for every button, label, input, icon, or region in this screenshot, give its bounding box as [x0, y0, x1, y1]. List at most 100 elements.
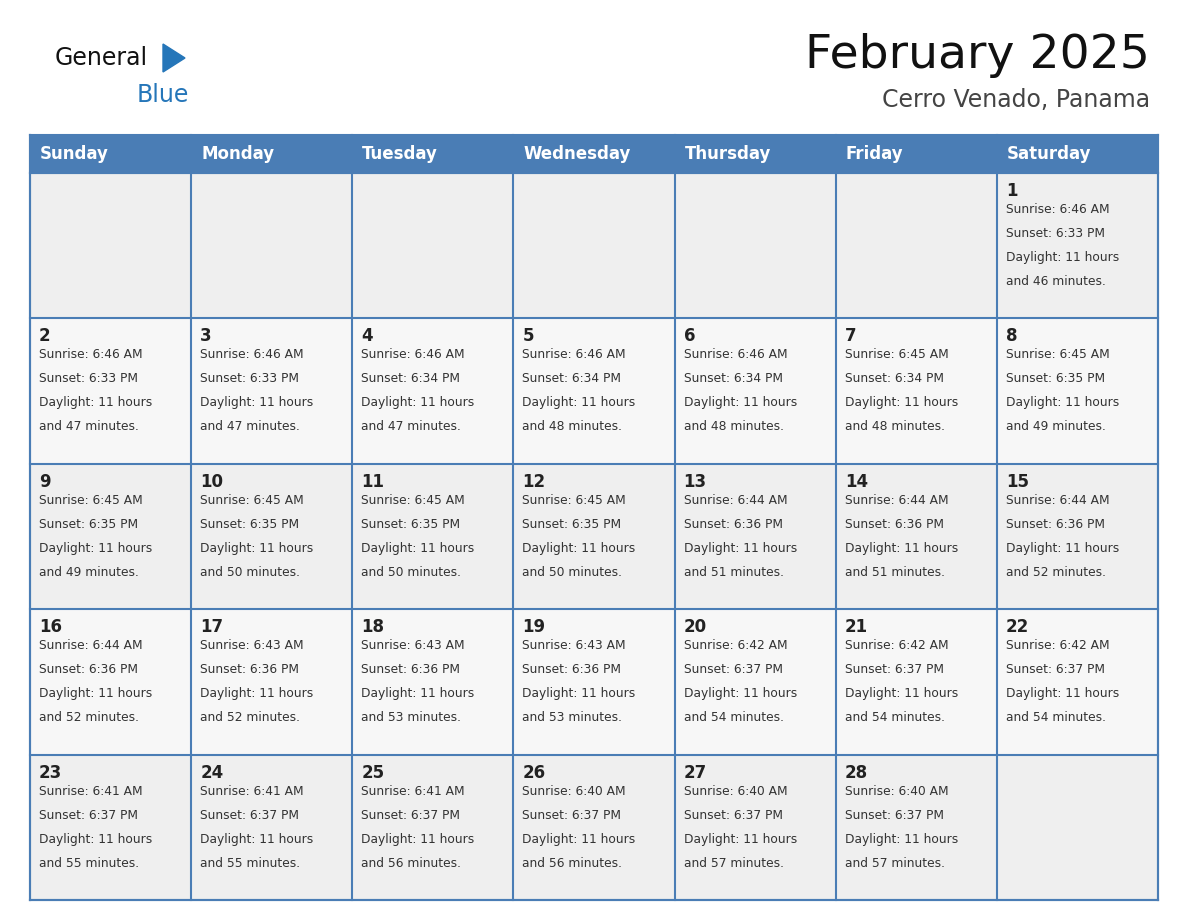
- Bar: [30, 173, 1158, 319]
- Text: Daylight: 11 hours: Daylight: 11 hours: [39, 688, 152, 700]
- Text: Sunset: 6:37 PM: Sunset: 6:37 PM: [39, 809, 138, 822]
- Text: Cerro Venado, Panama: Cerro Venado, Panama: [881, 88, 1150, 112]
- Text: and 47 minutes.: and 47 minutes.: [361, 420, 461, 433]
- Text: Daylight: 11 hours: Daylight: 11 hours: [1006, 688, 1119, 700]
- Text: 21: 21: [845, 618, 868, 636]
- Text: Daylight: 11 hours: Daylight: 11 hours: [845, 833, 958, 845]
- Text: Sunrise: 6:45 AM: Sunrise: 6:45 AM: [845, 349, 948, 362]
- Text: Daylight: 11 hours: Daylight: 11 hours: [845, 688, 958, 700]
- Text: Sunrise: 6:42 AM: Sunrise: 6:42 AM: [845, 639, 948, 652]
- Text: and 47 minutes.: and 47 minutes.: [39, 420, 139, 433]
- Text: 11: 11: [361, 473, 384, 491]
- Text: 4: 4: [361, 328, 373, 345]
- Text: Sunset: 6:37 PM: Sunset: 6:37 PM: [1006, 663, 1105, 677]
- Text: and 54 minutes.: and 54 minutes.: [683, 711, 784, 724]
- Text: 3: 3: [200, 328, 211, 345]
- Text: and 54 minutes.: and 54 minutes.: [845, 711, 944, 724]
- Text: Friday: Friday: [846, 145, 903, 163]
- Text: Sunrise: 6:41 AM: Sunrise: 6:41 AM: [200, 785, 304, 798]
- Text: Monday: Monday: [201, 145, 274, 163]
- Text: 27: 27: [683, 764, 707, 781]
- Text: and 52 minutes.: and 52 minutes.: [39, 711, 139, 724]
- Polygon shape: [163, 44, 185, 72]
- Text: Daylight: 11 hours: Daylight: 11 hours: [200, 542, 314, 554]
- Text: 8: 8: [1006, 328, 1017, 345]
- Text: Sunrise: 6:45 AM: Sunrise: 6:45 AM: [523, 494, 626, 507]
- Text: Sunrise: 6:42 AM: Sunrise: 6:42 AM: [683, 639, 788, 652]
- Text: Sunset: 6:36 PM: Sunset: 6:36 PM: [1006, 518, 1105, 531]
- Text: Sunrise: 6:40 AM: Sunrise: 6:40 AM: [523, 785, 626, 798]
- Text: and 46 minutes.: and 46 minutes.: [1006, 275, 1106, 288]
- Text: Sunrise: 6:46 AM: Sunrise: 6:46 AM: [361, 349, 465, 362]
- Text: Sunrise: 6:45 AM: Sunrise: 6:45 AM: [200, 494, 304, 507]
- Text: Daylight: 11 hours: Daylight: 11 hours: [1006, 397, 1119, 409]
- Text: Daylight: 11 hours: Daylight: 11 hours: [361, 542, 474, 554]
- Text: General: General: [55, 46, 148, 70]
- Bar: [30, 319, 1158, 464]
- Text: Sunset: 6:36 PM: Sunset: 6:36 PM: [361, 663, 460, 677]
- Text: 22: 22: [1006, 618, 1029, 636]
- Text: 10: 10: [200, 473, 223, 491]
- Text: Sunset: 6:34 PM: Sunset: 6:34 PM: [683, 373, 783, 386]
- Text: Sunset: 6:37 PM: Sunset: 6:37 PM: [200, 809, 299, 822]
- Text: 2: 2: [39, 328, 51, 345]
- Text: and 48 minutes.: and 48 minutes.: [683, 420, 784, 433]
- Text: Daylight: 11 hours: Daylight: 11 hours: [39, 833, 152, 845]
- Text: Daylight: 11 hours: Daylight: 11 hours: [361, 397, 474, 409]
- Text: 1: 1: [1006, 182, 1017, 200]
- Text: 15: 15: [1006, 473, 1029, 491]
- Text: Sunset: 6:35 PM: Sunset: 6:35 PM: [361, 518, 461, 531]
- Text: and 50 minutes.: and 50 minutes.: [200, 565, 301, 578]
- Text: Sunrise: 6:40 AM: Sunrise: 6:40 AM: [683, 785, 788, 798]
- Text: Sunset: 6:33 PM: Sunset: 6:33 PM: [39, 373, 138, 386]
- Text: Daylight: 11 hours: Daylight: 11 hours: [39, 397, 152, 409]
- Text: Sunrise: 6:45 AM: Sunrise: 6:45 AM: [39, 494, 143, 507]
- Text: Daylight: 11 hours: Daylight: 11 hours: [39, 542, 152, 554]
- Text: 17: 17: [200, 618, 223, 636]
- Text: February 2025: February 2025: [805, 32, 1150, 77]
- Text: Sunrise: 6:44 AM: Sunrise: 6:44 AM: [39, 639, 143, 652]
- Text: Daylight: 11 hours: Daylight: 11 hours: [1006, 542, 1119, 554]
- Text: Sunrise: 6:43 AM: Sunrise: 6:43 AM: [523, 639, 626, 652]
- Text: Sunrise: 6:43 AM: Sunrise: 6:43 AM: [200, 639, 304, 652]
- Text: Daylight: 11 hours: Daylight: 11 hours: [523, 542, 636, 554]
- Text: Sunrise: 6:45 AM: Sunrise: 6:45 AM: [1006, 349, 1110, 362]
- Text: Sunset: 6:34 PM: Sunset: 6:34 PM: [361, 373, 460, 386]
- Text: Saturday: Saturday: [1007, 145, 1092, 163]
- Text: and 55 minutes.: and 55 minutes.: [200, 856, 301, 869]
- Text: Sunrise: 6:43 AM: Sunrise: 6:43 AM: [361, 639, 465, 652]
- Text: Sunrise: 6:46 AM: Sunrise: 6:46 AM: [683, 349, 788, 362]
- Text: 14: 14: [845, 473, 868, 491]
- Text: Daylight: 11 hours: Daylight: 11 hours: [683, 397, 797, 409]
- Text: Sunset: 6:35 PM: Sunset: 6:35 PM: [39, 518, 138, 531]
- Text: Sunrise: 6:46 AM: Sunrise: 6:46 AM: [523, 349, 626, 362]
- Text: Thursday: Thursday: [684, 145, 771, 163]
- Text: 5: 5: [523, 328, 533, 345]
- Text: Sunrise: 6:41 AM: Sunrise: 6:41 AM: [361, 785, 465, 798]
- Text: Sunset: 6:35 PM: Sunset: 6:35 PM: [1006, 373, 1105, 386]
- Text: Daylight: 11 hours: Daylight: 11 hours: [200, 833, 314, 845]
- Text: Sunset: 6:37 PM: Sunset: 6:37 PM: [845, 809, 943, 822]
- Text: 24: 24: [200, 764, 223, 781]
- Text: Wednesday: Wednesday: [524, 145, 631, 163]
- Text: Daylight: 11 hours: Daylight: 11 hours: [200, 397, 314, 409]
- Text: 13: 13: [683, 473, 707, 491]
- Text: 6: 6: [683, 328, 695, 345]
- Text: 18: 18: [361, 618, 384, 636]
- Text: Sunday: Sunday: [40, 145, 109, 163]
- Text: and 52 minutes.: and 52 minutes.: [200, 711, 301, 724]
- Text: and 55 minutes.: and 55 minutes.: [39, 856, 139, 869]
- Text: and 53 minutes.: and 53 minutes.: [523, 711, 623, 724]
- Text: Sunrise: 6:41 AM: Sunrise: 6:41 AM: [39, 785, 143, 798]
- Text: Sunset: 6:34 PM: Sunset: 6:34 PM: [845, 373, 943, 386]
- Text: Sunset: 6:36 PM: Sunset: 6:36 PM: [39, 663, 138, 677]
- Text: and 48 minutes.: and 48 minutes.: [845, 420, 944, 433]
- Text: and 53 minutes.: and 53 minutes.: [361, 711, 461, 724]
- Text: Sunset: 6:37 PM: Sunset: 6:37 PM: [683, 663, 783, 677]
- Text: Sunset: 6:36 PM: Sunset: 6:36 PM: [523, 663, 621, 677]
- Text: 28: 28: [845, 764, 868, 781]
- Text: Daylight: 11 hours: Daylight: 11 hours: [523, 397, 636, 409]
- Text: 25: 25: [361, 764, 385, 781]
- Text: Daylight: 11 hours: Daylight: 11 hours: [523, 688, 636, 700]
- Text: Sunrise: 6:46 AM: Sunrise: 6:46 AM: [39, 349, 143, 362]
